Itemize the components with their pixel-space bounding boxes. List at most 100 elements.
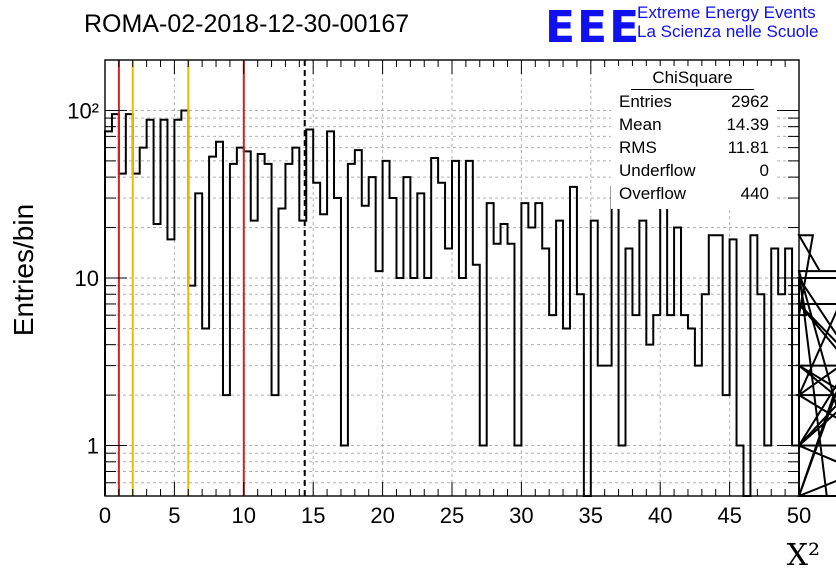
histogram-bin: [556, 221, 563, 496]
stats-key: Entries: [619, 92, 672, 111]
histogram-bin: [327, 131, 334, 496]
histogram-bin: [438, 183, 445, 496]
eee-logo: EEE: [545, 2, 642, 53]
x-tick-label: 40: [648, 503, 672, 528]
histogram-bin: [494, 244, 501, 496]
histogram-bin: [390, 198, 397, 496]
run-title: ROMA-02-2018-12-30-00167: [84, 10, 410, 38]
stats-key: Underflow: [619, 161, 696, 180]
histogram-bin: [508, 244, 515, 496]
histogram-bin: [396, 278, 403, 496]
histogram-bin: [244, 151, 251, 496]
stats-row-overflow: Overflow 440: [619, 184, 769, 206]
histogram-bin: [487, 203, 494, 496]
histogram-bin: [688, 328, 695, 496]
histogram-bin: [410, 278, 417, 496]
stats-key: RMS: [619, 138, 657, 157]
histogram-bin: [147, 120, 154, 496]
histogram-bin: [653, 315, 660, 496]
histogram-bin: [251, 221, 258, 496]
histogram-bin: [660, 187, 667, 496]
histogram-bin: [216, 142, 223, 496]
histogram-bin: [605, 366, 612, 496]
x-tick-label: 45: [717, 503, 741, 528]
x-tick-label: 25: [440, 503, 464, 528]
stats-key: Overflow: [619, 184, 687, 203]
stats-row-mean: Mean 14.39: [619, 115, 769, 137]
histogram-bin: [285, 164, 292, 496]
histogram-bin: [112, 114, 119, 496]
stats-value: 11.81: [727, 138, 769, 157]
histogram-bin: [258, 154, 265, 496]
histogram-bin: [667, 315, 674, 496]
x-axis-label: X²: [787, 538, 820, 572]
histogram-bin: [459, 278, 466, 496]
histogram-bin: [681, 315, 688, 496]
histogram-bin: [403, 177, 410, 496]
x-tick-label: 5: [168, 503, 180, 528]
stats-box: ChiSquare Entries 2962 Mean 14.39 RMS 11…: [611, 66, 774, 209]
histogram-bin: [632, 315, 639, 496]
histogram-bin: [265, 164, 272, 496]
x-tick-label: 0: [99, 503, 111, 528]
histogram-bin: [334, 198, 341, 496]
histogram-bin: [174, 120, 181, 496]
y-tick-label: 10²: [67, 98, 99, 123]
histogram-bin: [646, 345, 653, 496]
y-tick-label: 10: [75, 266, 99, 291]
y-axis-label: Entries/bin: [8, 204, 39, 336]
axis-ticks: [104, 59, 800, 497]
histogram-bin: [674, 228, 681, 496]
histogram-bin: [591, 221, 598, 496]
histogram-bin: [202, 328, 209, 496]
histogram-bin: [639, 221, 646, 496]
histogram-bin: [320, 214, 327, 496]
histogram-bin: [563, 328, 570, 496]
histogram-bin: [549, 315, 556, 496]
histogram-bin: [181, 110, 188, 496]
histogram-bin: [355, 150, 362, 496]
histogram-bin: [133, 174, 140, 496]
stats-title-rule: [631, 89, 754, 90]
x-tick-label: 30: [509, 503, 533, 528]
histogram-bin: [528, 228, 535, 496]
histogram-bin: [598, 366, 605, 496]
histogram-bin: [188, 286, 195, 496]
histogram-bin: [126, 114, 133, 496]
y-tick-label: 1: [87, 434, 99, 459]
histogram-bin: [230, 164, 237, 496]
stats-row-entries: Entries 2962: [619, 92, 769, 114]
x-tick-label: 20: [370, 503, 394, 528]
histogram-bin: [424, 278, 431, 496]
histogram-bin: [237, 148, 244, 496]
histogram-bin: [570, 187, 577, 496]
stats-value: 440: [740, 184, 769, 203]
histogram-bin: [369, 177, 376, 496]
x-tick-label: 15: [301, 503, 325, 528]
histogram-bin: [119, 174, 126, 496]
x-tick-label: 50: [787, 503, 811, 528]
stats-key: Mean: [619, 115, 662, 134]
logo-line-2: La Scienza nelle Scuole: [637, 22, 819, 41]
histogram-bin: [313, 183, 320, 496]
histogram-bin: [612, 187, 619, 496]
histogram-bin: [140, 148, 147, 496]
stats-value: 2962: [731, 92, 769, 111]
logo-line-1: Extreme Energy Events: [637, 3, 816, 22]
stats-value: 14.39: [726, 115, 769, 134]
stats-row-underflow: Underflow 0: [619, 161, 769, 183]
histogram-bin: [161, 120, 168, 496]
histogram-bin: [362, 206, 369, 496]
histogram-bin: [348, 164, 355, 496]
histogram-bin: [535, 203, 542, 496]
histogram-bin: [501, 224, 508, 496]
stats-title: ChiSquare: [652, 68, 733, 87]
histogram-bin: [521, 203, 528, 496]
x-tick-label: 10: [232, 503, 256, 528]
tick-labels: 0 5 10 15 20 25 30 35 40 45 50 1 10 10²: [67, 98, 811, 528]
histogram-bin: [306, 129, 313, 496]
histogram-bin: [154, 224, 161, 496]
histogram-bin: [105, 131, 112, 496]
histogram-bin: [695, 366, 702, 496]
